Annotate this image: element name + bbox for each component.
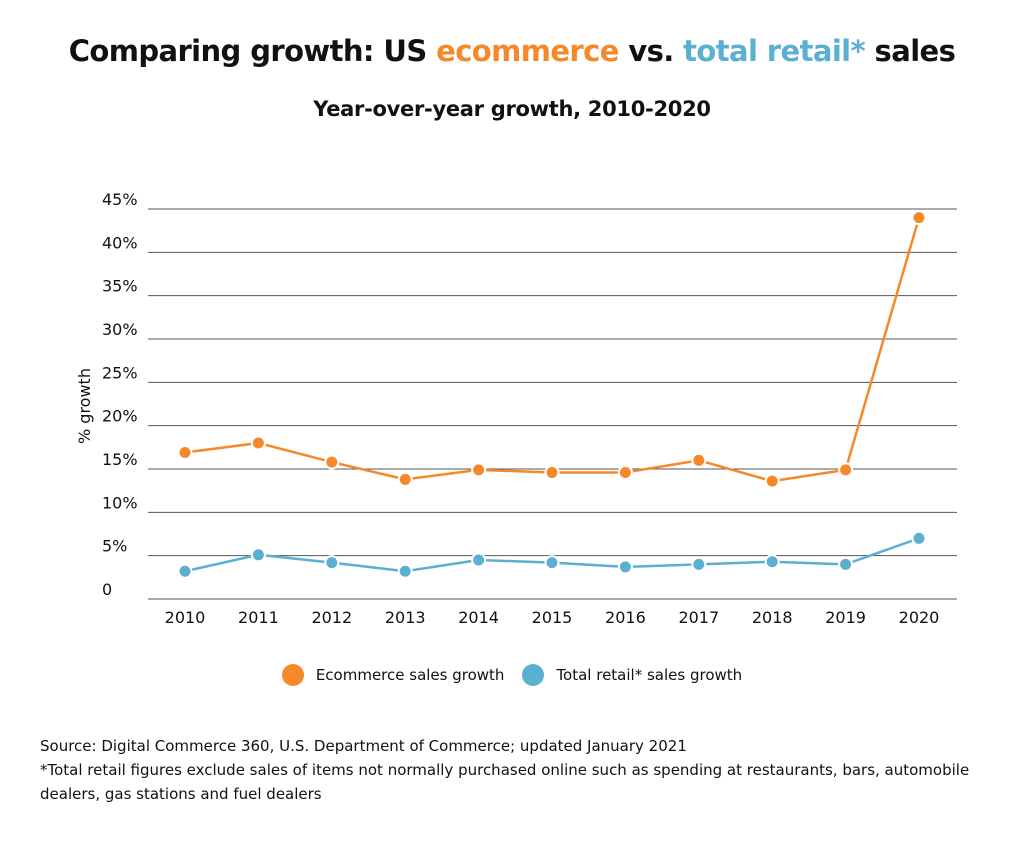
data-point-ecommerce [911, 210, 927, 226]
x-tick-label: 2016 [605, 608, 646, 627]
data-point-retail [764, 554, 780, 570]
series-ecommerce [177, 210, 927, 489]
series-layer [177, 210, 927, 579]
footnotes: Source: Digital Commerce 360, U.S. Depar… [40, 734, 990, 806]
y-axis-ticks: 0 5% 10% 15% 20% 25% 30% 35% 40% 45% [102, 190, 138, 599]
x-tick-label: 2015 [532, 608, 573, 627]
line-chart: 0 5% 10% 15% 20% 25% 30% 35% 40% 45% 2010 2011 2012… [75, 190, 957, 627]
y-tick-label: 25% [102, 363, 138, 382]
data-point-retail [471, 552, 487, 568]
legend-ecommerce-label: Ecommerce sales growth [315, 666, 505, 684]
x-tick-label: 2011 [238, 608, 279, 627]
x-tick-label: 2017 [678, 608, 719, 627]
data-point-ecommerce [397, 471, 413, 487]
gridlines [148, 208, 957, 600]
data-point-ecommerce [177, 445, 193, 461]
y-tick-label: 10% [102, 493, 138, 512]
data-point-ecommerce [838, 462, 854, 478]
chart-title: Comparing growth: US ecommerce vs. total… [0, 34, 1024, 68]
data-point-ecommerce [324, 454, 340, 470]
title-ecommerce-word: ecommerce [436, 34, 619, 68]
y-tick-label: 0 [102, 580, 112, 599]
x-tick-label: 2019 [825, 608, 866, 627]
y-tick-label: 30% [102, 320, 138, 339]
y-tick-label: 5% [102, 537, 127, 556]
footnote: *Total retail figures exclude sales of i… [40, 761, 970, 803]
title-retail-word: total retail* [683, 34, 866, 68]
x-tick-label: 2020 [899, 608, 940, 627]
data-point-retail [617, 559, 633, 575]
y-tick-label: 15% [102, 450, 138, 469]
data-point-retail [250, 547, 266, 563]
chart-subtitle: Year-over-year growth, 2010-2020 [313, 97, 711, 121]
title-prefix: Comparing growth: US [68, 34, 437, 68]
x-tick-label: 2013 [385, 608, 426, 627]
data-point-ecommerce [764, 473, 780, 489]
series-line-ecommerce [184, 217, 921, 483]
x-tick-label: 2012 [311, 608, 352, 627]
legend-item-ecommerce: Ecommerce sales growth [281, 664, 505, 686]
data-point-retail [691, 556, 707, 572]
data-point-ecommerce [544, 464, 560, 480]
legend-ecommerce-dot-icon [281, 664, 304, 686]
x-tick-label: 2010 [165, 608, 206, 627]
data-point-retail [324, 555, 340, 571]
data-point-retail [838, 556, 854, 572]
title-middle: vs. [618, 34, 684, 68]
data-point-retail [911, 530, 927, 546]
data-point-retail [544, 555, 560, 571]
data-point-ecommerce [691, 452, 707, 468]
series-retail [177, 530, 927, 579]
legend-item-retail: Total retail* sales growth [522, 664, 742, 686]
y-tick-label: 35% [102, 277, 138, 296]
x-tick-label: 2018 [752, 608, 793, 627]
x-tick-label: 2014 [458, 608, 499, 627]
y-tick-label: 20% [102, 407, 138, 426]
data-point-retail [397, 563, 413, 579]
source-note: Source: Digital Commerce 360, U.S. Depar… [40, 737, 687, 755]
data-point-ecommerce [250, 435, 266, 451]
data-point-retail [177, 563, 193, 579]
data-point-ecommerce [471, 462, 487, 478]
y-tick-label: 45% [102, 190, 138, 209]
data-point-ecommerce [617, 464, 633, 480]
y-tick-label: 40% [102, 233, 138, 252]
legend: Ecommerce sales growth Total retail* sal… [0, 664, 1024, 686]
x-axis-ticks: 2010 2011 2012 2013 2014 2015 2016 2017 2018 2019… [165, 608, 940, 627]
y-axis-label: % growth [75, 368, 94, 444]
title-suffix: sales [865, 34, 956, 68]
legend-retail-label: Total retail* sales growth [556, 666, 743, 684]
legend-retail-dot-icon [522, 664, 545, 686]
